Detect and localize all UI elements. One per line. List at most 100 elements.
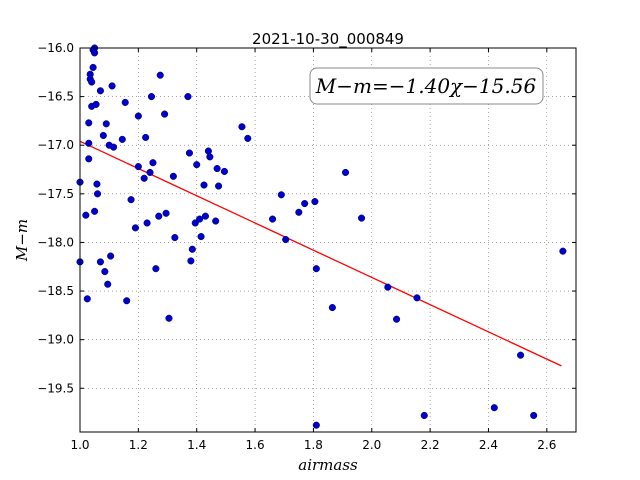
x-tick-label: 1.4 — [187, 438, 206, 452]
data-point — [102, 120, 110, 128]
data-point — [85, 119, 93, 127]
data-point — [517, 351, 525, 359]
data-point — [169, 172, 177, 180]
data-point — [91, 49, 99, 57]
data-point — [188, 245, 196, 253]
annotation-box — [309, 67, 544, 105]
data-point — [131, 224, 139, 232]
data-point — [101, 268, 109, 276]
y-axis-label: M−m — [13, 219, 31, 262]
x-tick-label: 1.6 — [246, 438, 265, 452]
data-point — [162, 209, 170, 217]
data-point — [99, 131, 107, 140]
data-point — [165, 314, 173, 322]
data-point — [155, 212, 163, 220]
y-tick-label: −16.0 — [37, 41, 74, 55]
data-point — [244, 134, 252, 142]
data-point — [127, 196, 135, 204]
data-point — [212, 217, 220, 225]
data-point — [193, 161, 201, 169]
fit-annotation: M−m=−1.40χ−15.56 — [309, 67, 544, 105]
x-tick-label: 1.0 — [70, 438, 89, 452]
data-point — [96, 258, 104, 266]
data-point — [92, 100, 100, 108]
data-point — [341, 168, 350, 176]
data-point — [104, 280, 112, 288]
data-point — [204, 147, 212, 155]
plot-frame — [79, 47, 577, 433]
x-tick-label: 2.4 — [479, 438, 498, 452]
data-point — [93, 180, 101, 188]
x-axis-label: airmass — [298, 456, 358, 474]
data-point — [85, 139, 93, 147]
data-point — [420, 411, 428, 420]
data-point — [149, 159, 157, 167]
y-tick-label: −19.0 — [37, 333, 74, 347]
x-tick-label: 2.0 — [362, 438, 381, 452]
data-point — [107, 252, 115, 260]
data-point — [82, 211, 90, 219]
data-point — [201, 212, 210, 220]
data-point — [282, 235, 290, 244]
data-point — [311, 198, 319, 206]
data-point — [89, 63, 97, 71]
axis-ticks — [79, 47, 576, 432]
chart-title: 2021-10-30_000849 — [252, 30, 404, 49]
data-point — [134, 163, 142, 171]
data-point — [146, 168, 154, 176]
data-point — [295, 208, 303, 216]
data-point — [93, 190, 102, 198]
data-point — [384, 283, 392, 291]
data-point — [185, 149, 193, 157]
y-tick-label: −19.5 — [37, 381, 74, 395]
grid-lines — [79, 47, 576, 432]
fit-line — [79, 140, 562, 367]
data-point — [301, 199, 309, 208]
data-point — [220, 167, 228, 176]
data-point — [328, 304, 336, 312]
data-point — [490, 404, 498, 412]
data-points — [76, 44, 567, 429]
data-point — [96, 87, 104, 95]
y-tick-labels: −16.0 −16.5 −17.0 −17.5 −18.0 −18.5 −19.0 −19.5 — [37, 41, 74, 395]
data-point — [156, 71, 164, 79]
x-tick-label: 1.8 — [304, 438, 323, 452]
data-point — [88, 78, 96, 86]
data-point — [85, 155, 93, 163]
y-tick-label: −18.0 — [37, 235, 74, 249]
data-point — [312, 265, 320, 273]
y-tick-label: −17.5 — [37, 187, 74, 201]
data-point — [152, 265, 160, 273]
fit-line-group — [79, 140, 562, 367]
data-point — [559, 247, 567, 255]
data-point — [134, 112, 142, 120]
x-tick-label: 2.6 — [537, 438, 556, 452]
data-point — [196, 215, 204, 223]
data-point — [215, 182, 223, 190]
data-point — [393, 315, 401, 323]
data-point — [121, 98, 129, 106]
data-point — [184, 93, 192, 101]
data-point — [108, 82, 116, 90]
data-point — [200, 181, 208, 189]
data-point — [161, 110, 169, 118]
data-point — [143, 219, 151, 227]
data-point — [413, 294, 421, 302]
data-point — [530, 411, 538, 420]
data-point — [197, 233, 205, 241]
data-point — [358, 214, 366, 222]
data-point — [213, 164, 221, 173]
data-point — [142, 133, 150, 141]
x-tick-label: 1.2 — [129, 438, 148, 452]
data-point — [140, 174, 148, 182]
data-point — [312, 421, 320, 429]
x-tick-labels: 1.0 1.2 1.4 1.6 1.8 2.0 2.2 2.4 2.6 — [70, 438, 556, 452]
y-tick-label: −16.5 — [37, 90, 74, 104]
data-point — [277, 191, 285, 199]
data-point — [238, 123, 246, 131]
data-point — [269, 215, 277, 223]
data-point — [118, 135, 126, 143]
data-point — [123, 297, 131, 305]
data-point — [147, 93, 156, 101]
